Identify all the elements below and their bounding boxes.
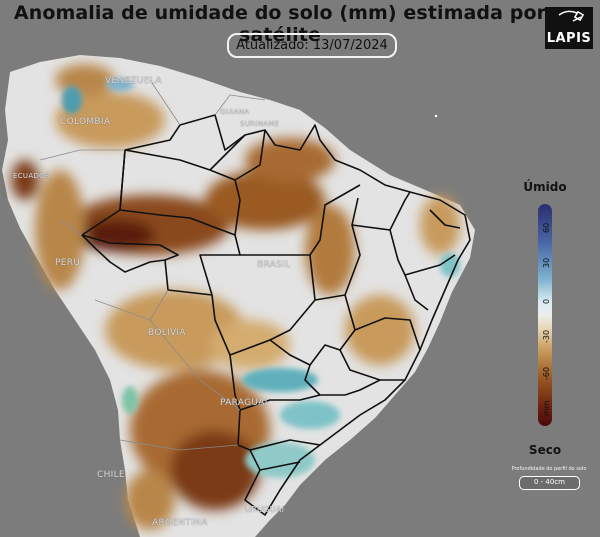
legend-wet-label: Úmido — [523, 180, 567, 194]
country-borders — [39, 79, 266, 451]
logo-text: LAPIS — [546, 31, 592, 46]
place-label: BOLIVIA — [148, 328, 186, 338]
place-label: CHILE — [97, 470, 125, 480]
legend-dry-label: Seco — [528, 443, 562, 457]
place-label: ARGENTINA — [152, 518, 208, 528]
place-label: PERU — [55, 258, 81, 268]
legend-tick: 30 — [542, 257, 551, 268]
satellite-icon — [558, 10, 585, 22]
legend-tick: -60 — [542, 366, 551, 380]
place-label: PARAGUAI — [220, 398, 268, 408]
depth-value: 0 - 40cm — [519, 476, 580, 490]
dry-anomaly-areas — [11, 64, 460, 530]
place-label: ECUADOR — [13, 172, 51, 180]
wet-anomaly-areas — [62, 79, 460, 478]
legend-colorbar — [538, 204, 552, 426]
place-label: SURINAME — [240, 120, 280, 128]
place-label: COLOMBIA — [60, 117, 111, 127]
legend-unit: mm — [542, 400, 551, 416]
legend-tick: 0 — [542, 298, 551, 304]
legend-tick: 60 — [542, 222, 551, 233]
place-label: URUGUAI — [245, 505, 285, 514]
place-label: VENEZUELA — [105, 76, 162, 86]
place-label: GUIANA — [220, 108, 250, 116]
depth-title: Profundidade do perfil do solo — [511, 466, 587, 472]
map-title: Anomalia de umidade do solo (mm) estimad… — [13, 2, 547, 46]
place-label: BRASIL — [257, 260, 291, 270]
legend-tick: -30 — [542, 329, 551, 343]
update-date-box: Atualizado: 13/07/2024 — [227, 33, 397, 58]
state-borders — [81, 114, 471, 516]
lapis-logo: LAPIS — [545, 7, 593, 49]
